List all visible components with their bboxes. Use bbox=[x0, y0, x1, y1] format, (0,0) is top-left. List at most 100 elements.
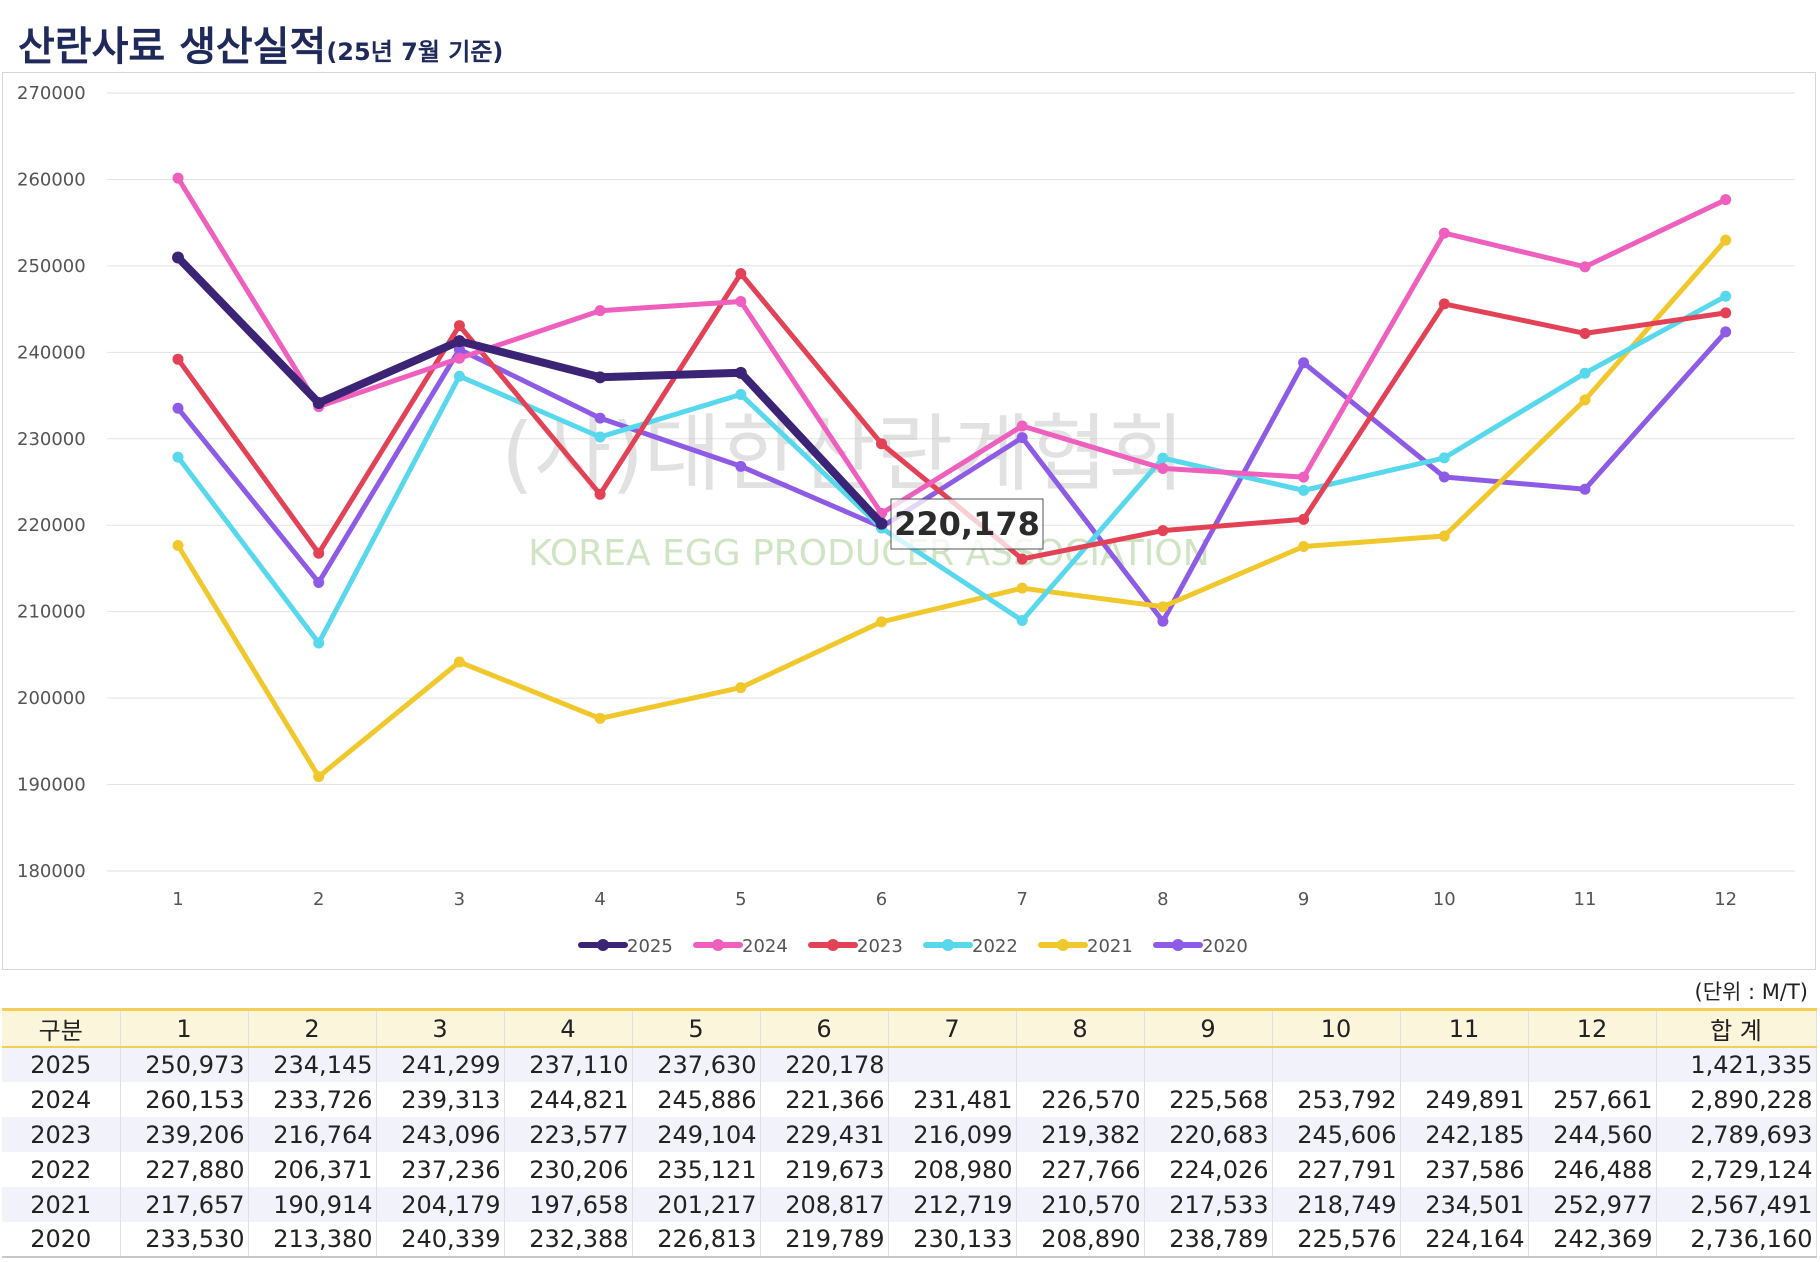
table-cell: 208,980 bbox=[888, 1152, 1017, 1187]
table-cell: 213,380 bbox=[248, 1222, 377, 1258]
table-cell: 212,719 bbox=[888, 1187, 1017, 1222]
legend-marker bbox=[1057, 939, 1069, 951]
x-tick-label: 9 bbox=[1298, 889, 1309, 910]
table-cell bbox=[888, 1047, 1017, 1082]
data-point-2020 bbox=[1438, 471, 1450, 483]
y-tick-label: 260000 bbox=[17, 169, 86, 190]
data-point-2021 bbox=[313, 771, 325, 783]
table-row: 2025 250,973 234,145 241,299 237,110 237,630 2… bbox=[2, 1047, 1817, 1082]
x-tick-label: 3 bbox=[454, 889, 465, 910]
data-point-2024 bbox=[453, 352, 465, 364]
data-point-2023 bbox=[1579, 327, 1591, 339]
data-point-2020 bbox=[735, 460, 747, 472]
column-header: 3 bbox=[376, 1008, 505, 1048]
table-cell: 1,421,335 bbox=[1656, 1047, 1817, 1082]
table-cell: 208,817 bbox=[760, 1187, 889, 1222]
row-year: 2021 bbox=[2, 1187, 121, 1222]
data-point-2023 bbox=[735, 268, 747, 280]
data-point-2025 bbox=[734, 366, 747, 379]
legend-label: 2021 bbox=[1087, 936, 1133, 957]
x-tick-label: 4 bbox=[594, 889, 605, 910]
row-year: 2024 bbox=[2, 1082, 121, 1117]
data-point-2024 bbox=[1157, 462, 1169, 474]
data-point-2025 bbox=[453, 335, 466, 348]
data-point-2022 bbox=[1720, 290, 1732, 302]
data-table: 구분 1 2 3 4 5 6 7 8 9 10 11 12 합 계 2025 250,973 234,145 2… bbox=[2, 1008, 1817, 1258]
column-header: 5 bbox=[632, 1008, 761, 1048]
data-point-2025 bbox=[594, 371, 607, 384]
table-cell: 237,110 bbox=[504, 1047, 633, 1082]
data-point-2022 bbox=[1016, 614, 1028, 626]
chart-frame: 180000 190000 200000 210000 220000 230000 2400… bbox=[2, 72, 1816, 970]
table-cell: 249,104 bbox=[632, 1117, 761, 1152]
data-point-2022 bbox=[1298, 484, 1310, 496]
table-cell: 246,488 bbox=[1528, 1152, 1657, 1187]
data-point-2024 bbox=[1298, 471, 1310, 483]
table-cell: 252,977 bbox=[1528, 1187, 1657, 1222]
data-point-2024 bbox=[735, 295, 747, 307]
table-cell: 226,813 bbox=[632, 1222, 761, 1258]
data-point-2023 bbox=[453, 320, 465, 332]
legend-marker bbox=[597, 939, 609, 951]
table-cell: 249,891 bbox=[1400, 1082, 1529, 1117]
legend-item-2020: 2020 bbox=[1153, 936, 1248, 957]
data-point-2023 bbox=[313, 547, 325, 559]
table-cell: 233,530 bbox=[120, 1222, 249, 1258]
data-point-2021 bbox=[735, 682, 747, 694]
y-tick-label: 180000 bbox=[17, 861, 86, 882]
table-cell: 226,570 bbox=[1016, 1082, 1145, 1117]
table-cell: 217,657 bbox=[120, 1187, 249, 1222]
table-cell: 225,576 bbox=[1272, 1222, 1401, 1258]
table-cell: 237,236 bbox=[376, 1152, 505, 1187]
column-header: 1 bbox=[120, 1008, 249, 1048]
table-cell: 225,568 bbox=[1144, 1082, 1273, 1117]
watermark-english: KOREA EGG PRODUCER ASSOCIATION bbox=[528, 533, 1209, 574]
column-header: 2 bbox=[248, 1008, 377, 1048]
table-cell: 224,026 bbox=[1144, 1152, 1273, 1187]
y-tick-label: 210000 bbox=[17, 602, 86, 623]
table-cell: 231,481 bbox=[888, 1082, 1017, 1117]
tooltip-box bbox=[890, 498, 1044, 550]
data-point-2023 bbox=[876, 438, 887, 450]
table-cell: 237,630 bbox=[632, 1047, 761, 1082]
series-line-2020 bbox=[175, 329, 1729, 624]
series-2024 bbox=[172, 172, 1732, 519]
table-cell: 239,206 bbox=[120, 1117, 249, 1152]
legend-label: 2022 bbox=[972, 936, 1018, 957]
column-header: 7 bbox=[888, 1008, 1017, 1048]
legend-marker bbox=[712, 939, 724, 951]
y-tick-label: 190000 bbox=[17, 775, 86, 796]
table-cell: 245,886 bbox=[632, 1082, 761, 1117]
data-point-2021 bbox=[1720, 234, 1732, 246]
data-point-2022 bbox=[1157, 452, 1169, 464]
series-layer bbox=[172, 172, 1732, 783]
data-point-2020 bbox=[172, 402, 184, 414]
column-header: 8 bbox=[1016, 1008, 1145, 1048]
data-point-2023 bbox=[1298, 513, 1310, 525]
legend-item-2022: 2022 bbox=[923, 936, 1018, 957]
data-point-2021 bbox=[1016, 582, 1028, 594]
table-cell: 204,179 bbox=[376, 1187, 505, 1222]
row-year: 2020 bbox=[2, 1222, 121, 1258]
table-cell: 219,789 bbox=[760, 1222, 889, 1258]
table-cell: 242,369 bbox=[1528, 1222, 1657, 1258]
data-point-2020 bbox=[1016, 432, 1028, 444]
x-tick-label: 12 bbox=[1714, 889, 1737, 910]
table-cell: 241,299 bbox=[376, 1047, 505, 1082]
data-point-2024 bbox=[1016, 420, 1028, 432]
page-subtitle: (25년 7월 기준) bbox=[326, 38, 504, 66]
table-cell: 257,661 bbox=[1528, 1082, 1657, 1117]
row-year: 2022 bbox=[2, 1152, 121, 1187]
data-point-2022 bbox=[594, 431, 606, 443]
table-cell: 245,606 bbox=[1272, 1117, 1401, 1152]
data-point-2022 bbox=[1579, 367, 1591, 379]
data-point-2022 bbox=[172, 451, 184, 463]
data-point-2021 bbox=[594, 712, 606, 724]
tooltip-value: 220,178 bbox=[894, 505, 1040, 543]
series-line-2025 bbox=[174, 253, 886, 528]
data-point-2025 bbox=[172, 251, 184, 264]
legend-item-2021: 2021 bbox=[1038, 936, 1133, 957]
table-cell: 2,789,693 bbox=[1656, 1117, 1817, 1152]
table-cell bbox=[1016, 1047, 1145, 1082]
table-row: 2024 260,153 233,726 239,313 244,821 245,886 2… bbox=[2, 1082, 1817, 1117]
